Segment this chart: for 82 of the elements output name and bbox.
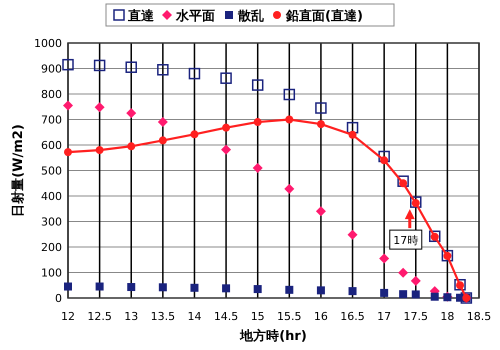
point — [316, 286, 325, 294]
point — [158, 117, 168, 128]
point — [285, 286, 294, 294]
x-tick-label: 18 — [440, 310, 454, 323]
x-tick-label: 14.5 — [214, 310, 238, 323]
y-tick-label: 700 — [41, 114, 62, 126]
y-tick-label: 300 — [41, 216, 62, 228]
legend-label: 直達 — [127, 9, 155, 24]
point — [454, 278, 466, 290]
point — [348, 230, 358, 240]
point — [126, 108, 136, 118]
point — [410, 196, 422, 208]
point — [348, 130, 357, 139]
point — [348, 287, 357, 296]
point — [127, 283, 136, 292]
point — [315, 102, 327, 114]
point — [412, 290, 420, 298]
point — [379, 253, 390, 264]
point — [127, 142, 136, 150]
point — [284, 184, 294, 194]
x-axis-title: 地方時(hr) — [239, 328, 307, 344]
point — [94, 60, 106, 72]
y-tick-label: 0 — [55, 292, 62, 305]
y-tick-label: 800 — [41, 88, 62, 101]
x-tick-label: 17.5 — [404, 310, 428, 323]
annotation: 17時 — [393, 234, 418, 248]
point — [222, 124, 230, 132]
x-tick-label: 15 — [250, 310, 265, 323]
y-tick-label: 400 — [41, 190, 62, 203]
y-tick-label: 900 — [41, 62, 62, 76]
point — [380, 288, 388, 297]
point — [285, 116, 294, 124]
point — [190, 130, 198, 138]
point — [62, 58, 74, 70]
x-tick-label: 16 — [314, 310, 328, 323]
point — [252, 79, 264, 91]
point — [410, 276, 421, 286]
x-tick-label: 15.5 — [277, 310, 302, 323]
point — [316, 206, 326, 216]
y-tick-label: 600 — [41, 139, 62, 152]
x-tick-label: 17 — [377, 310, 392, 323]
point — [221, 144, 232, 155]
x-tick-label: 14 — [187, 310, 202, 323]
point — [316, 120, 325, 128]
x-tick-label: 13 — [124, 310, 138, 323]
point — [188, 68, 200, 80]
point — [158, 283, 167, 292]
legend-label: 散乱 — [237, 9, 264, 24]
point — [378, 150, 390, 162]
point — [346, 122, 358, 134]
point — [94, 102, 105, 112]
point — [125, 61, 137, 73]
point — [158, 136, 167, 144]
point — [430, 292, 439, 301]
point — [252, 162, 263, 173]
point — [284, 88, 296, 100]
y-tick-label: 1000 — [34, 37, 62, 50]
point — [64, 282, 72, 291]
point — [399, 290, 408, 298]
point — [63, 100, 73, 110]
point — [190, 284, 198, 292]
point — [96, 282, 104, 291]
y-tick-label: 500 — [41, 164, 62, 178]
point — [220, 72, 232, 84]
point — [397, 175, 409, 187]
legend-label: 水平面 — [175, 9, 215, 24]
x-tick-label: 16.5 — [340, 310, 365, 323]
y-tick-label: 200 — [41, 241, 62, 254]
point — [157, 64, 169, 76]
legend-label: 鉛直面(直達) — [285, 9, 363, 24]
x-tick-label: 12 — [61, 310, 75, 323]
point — [398, 268, 408, 278]
point — [222, 284, 230, 292]
y-axis-title: 日射量(W/m2) — [11, 124, 26, 217]
point — [254, 118, 262, 126]
y-tick-label: 100 — [41, 266, 62, 280]
x-tick-label: 12.5 — [87, 310, 112, 323]
x-tick-label: 13.5 — [150, 310, 176, 323]
point — [96, 146, 104, 154]
point — [254, 285, 262, 294]
point — [64, 148, 72, 156]
x-tick-label: 18.5 — [466, 310, 492, 323]
